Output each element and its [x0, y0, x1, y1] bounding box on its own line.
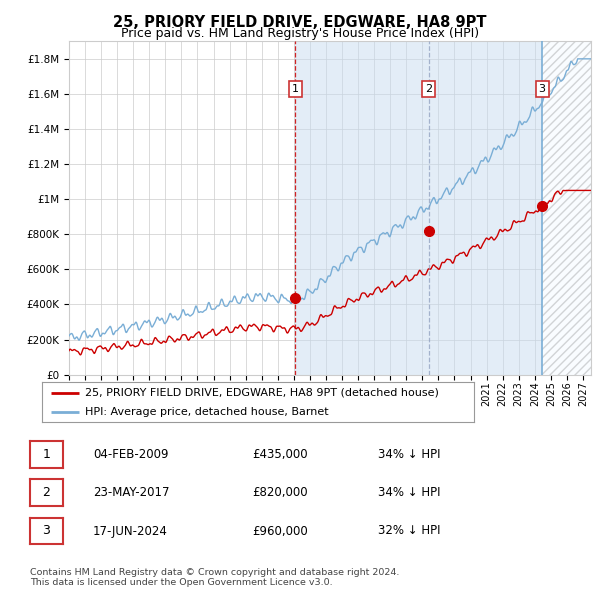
Text: 23-MAY-2017: 23-MAY-2017: [93, 486, 170, 499]
Text: 34% ↓ HPI: 34% ↓ HPI: [378, 448, 440, 461]
Text: 1: 1: [292, 84, 299, 94]
Text: £820,000: £820,000: [252, 486, 308, 499]
Text: 34% ↓ HPI: 34% ↓ HPI: [378, 486, 440, 499]
Text: £960,000: £960,000: [252, 525, 308, 537]
Text: Price paid vs. HM Land Registry's House Price Index (HPI): Price paid vs. HM Land Registry's House …: [121, 27, 479, 40]
Text: 17-JUN-2024: 17-JUN-2024: [93, 525, 168, 537]
Bar: [542, 41, 591, 375]
Text: 2: 2: [43, 486, 50, 499]
Text: £435,000: £435,000: [252, 448, 308, 461]
Bar: [295, 41, 542, 375]
Text: 3: 3: [539, 84, 545, 94]
Text: Contains HM Land Registry data © Crown copyright and database right 2024.
This d: Contains HM Land Registry data © Crown c…: [30, 568, 400, 587]
Bar: [542, 41, 591, 375]
Text: 32% ↓ HPI: 32% ↓ HPI: [378, 525, 440, 537]
Text: 25, PRIORY FIELD DRIVE, EDGWARE, HA8 9PT (detached house): 25, PRIORY FIELD DRIVE, EDGWARE, HA8 9PT…: [85, 388, 439, 398]
Text: 3: 3: [43, 525, 50, 537]
Text: 25, PRIORY FIELD DRIVE, EDGWARE, HA8 9PT: 25, PRIORY FIELD DRIVE, EDGWARE, HA8 9PT: [113, 15, 487, 30]
Text: 1: 1: [43, 448, 50, 461]
Bar: [542, 41, 591, 375]
Text: HPI: Average price, detached house, Barnet: HPI: Average price, detached house, Barn…: [85, 407, 329, 417]
Text: 2: 2: [425, 84, 432, 94]
Text: 04-FEB-2009: 04-FEB-2009: [93, 448, 169, 461]
